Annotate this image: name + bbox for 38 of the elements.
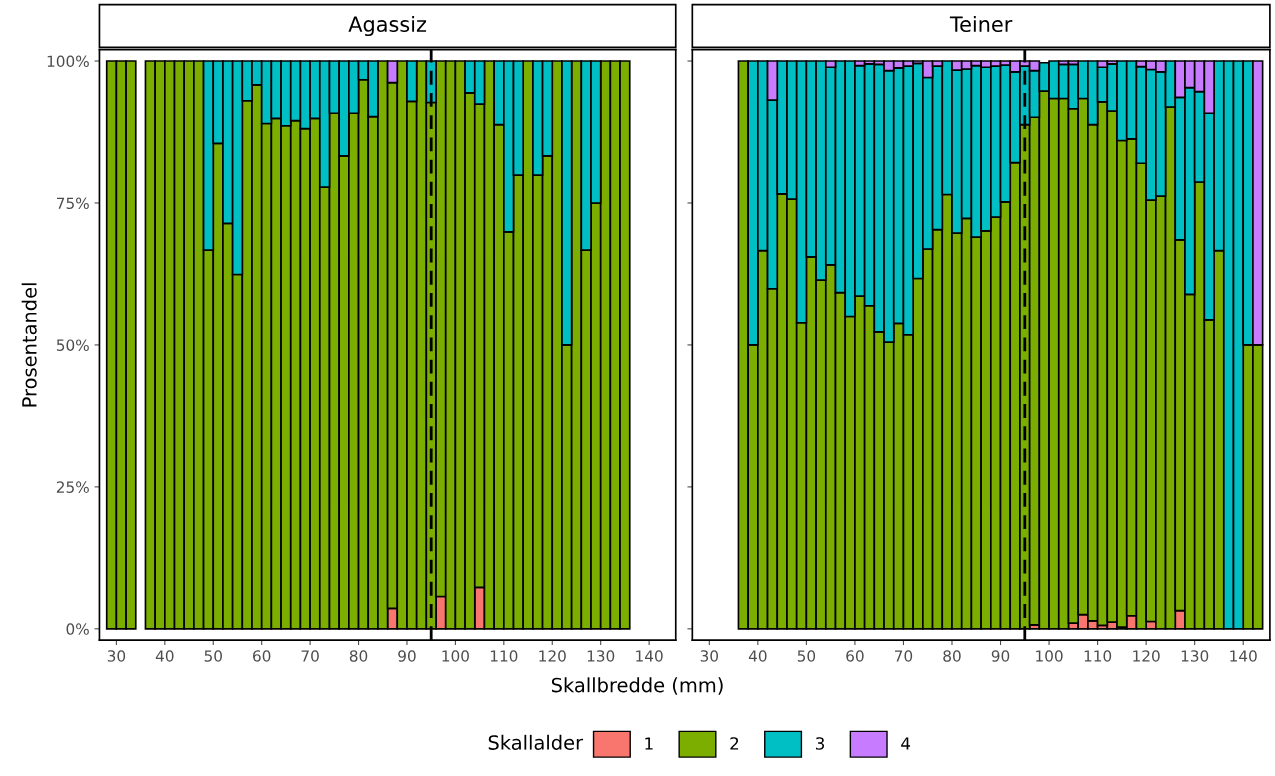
x-tick-label: 60 [253,650,271,662]
x-tick-label: 100 [442,650,469,662]
x-tick-label: 50 [204,650,222,662]
x-tick-label: 120 [539,650,566,662]
x-tick-label: 110 [490,650,518,662]
x-tick-label: 110 [1084,650,1112,662]
x-tick-label: 80 [349,650,368,662]
x-tick-label: 30 [107,650,126,662]
x-tick-label: 30 [700,650,719,662]
chart-title: Teiner [949,15,1013,33]
x-tick-label: 90 [398,650,416,662]
x-tick-label: 90 [991,650,1010,662]
x-tick-label: 40 [155,650,174,662]
y-tick-label: 25% [56,481,89,493]
x-tick-label: 40 [748,650,767,662]
x-tick-label: 120 [1133,650,1160,662]
chart-title: Agassiz [348,15,427,37]
y-axis-title: Prosentandel [21,283,37,407]
x-tick-label: 100 [1036,650,1063,662]
x-tick-label: 140 [1230,650,1257,662]
y-tick-label: 100% [47,55,89,68]
x-tick-label: 130 [1181,650,1209,662]
y-tick-label: 50% [56,339,89,351]
legend-label: 2 [730,737,739,750]
x-tick-label: 60 [846,650,864,662]
x-tick-label: 140 [636,650,663,662]
x-tick-label: 130 [587,650,615,662]
legend-title: Skallalder [488,734,584,750]
y-tick-label: 0% [66,623,89,635]
legend-label: 4 [901,737,911,750]
x-tick-label: 80 [943,650,961,662]
x-axis-title: Skallbredde (mm) [551,677,723,695]
legend-label: 1 [645,737,653,750]
y-tick-label: 75% [57,197,89,209]
legend-label: 3 [816,737,825,750]
x-tick-label: 70 [894,650,913,662]
x-tick-label: 70 [301,650,319,662]
x-tick-label: 50 [797,650,816,662]
